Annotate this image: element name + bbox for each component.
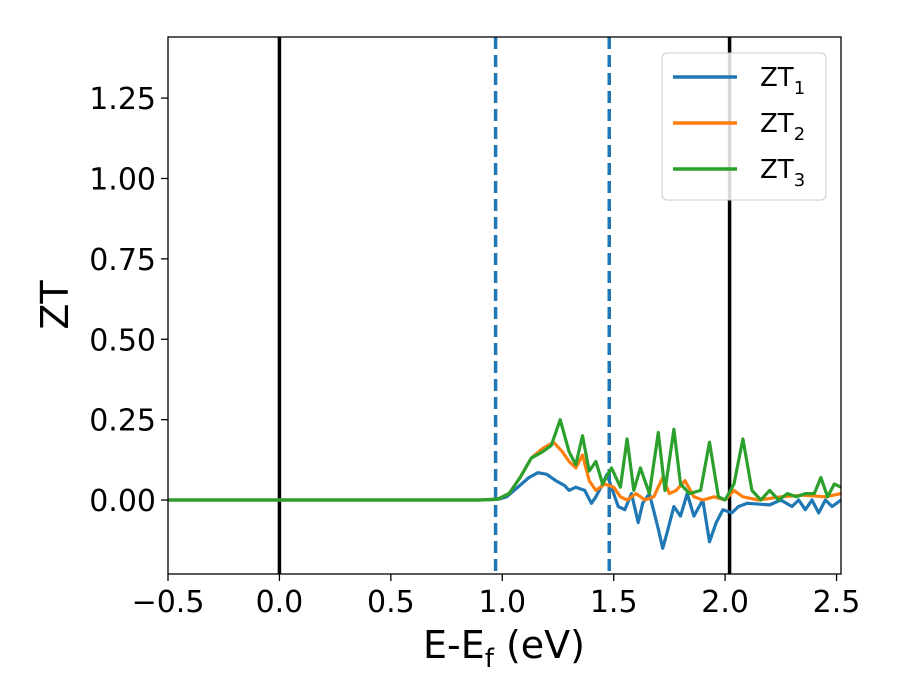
- legend-label-zt1: ZT1: [760, 63, 805, 99]
- y-tick-label: 0.00: [89, 484, 156, 519]
- legend-label-zt2: ZT2: [760, 109, 805, 145]
- legend-label-zt3: ZT3: [760, 155, 805, 191]
- series-line-zt1: [168, 471, 841, 550]
- x-tick-label: 0.5: [367, 585, 415, 620]
- x-tick-label: 1.0: [478, 585, 526, 620]
- legend: ZT1 ZT2 ZT3: [661, 52, 827, 201]
- y-tick-label: 1.25: [89, 82, 156, 117]
- y-axis: 0.00 0.25 0.50 0.75 1.00 1.25: [89, 82, 168, 519]
- x-tick-label: 1.5: [590, 585, 638, 620]
- y-tick-label: 0.25: [89, 404, 156, 439]
- x-tick-label: 0.0: [256, 585, 304, 620]
- plot-frame: [167, 36, 842, 575]
- y-tick-label: 0.75: [89, 243, 156, 278]
- x-tick-label: −0.5: [132, 585, 205, 620]
- legend-box: [661, 52, 827, 201]
- x-axis-title: E-Ef (eV): [423, 623, 585, 674]
- y-tick-label: 0.50: [89, 323, 156, 358]
- series-line-zt3: [168, 418, 841, 502]
- series-line-zt2: [168, 440, 841, 502]
- y-tick-label: 1.00: [89, 162, 156, 197]
- x-tick-label: 2.5: [813, 585, 861, 620]
- x-axis: −0.5 0.0 0.5 1.0 1.5 2.0 2.5: [132, 574, 861, 620]
- y-axis-title: ZT: [33, 280, 77, 330]
- series-lines: [168, 418, 841, 550]
- x-tick-label: 2.0: [701, 585, 749, 620]
